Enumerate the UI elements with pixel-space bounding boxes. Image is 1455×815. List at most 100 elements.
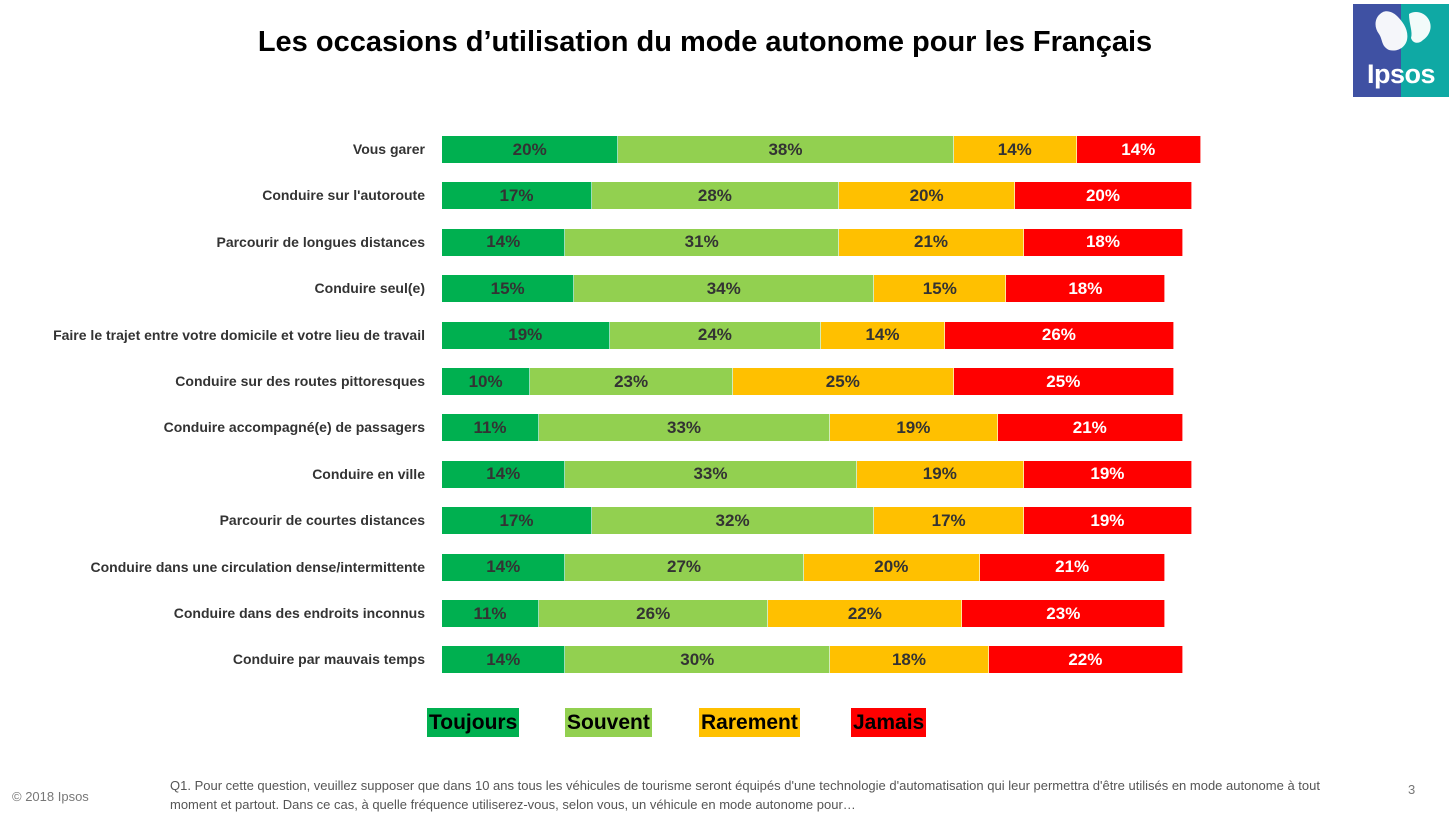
- data-label: 11%: [473, 603, 507, 623]
- data-label: 22%: [847, 603, 882, 623]
- category-label: Conduire seul(e): [314, 280, 425, 297]
- data-label: 14%: [997, 139, 1032, 159]
- legend-item-rarement: Rarement: [699, 708, 800, 737]
- data-label: 19%: [922, 464, 957, 484]
- bar-segment-jamais: 20%: [1015, 182, 1192, 210]
- bar-segment-souvent: 26%: [539, 600, 769, 627]
- bar-segment-rarement: 15%: [874, 275, 1007, 303]
- data-label: 20%: [512, 139, 547, 159]
- data-label: 33%: [693, 464, 728, 484]
- bar-segment-toujours: 17%: [442, 507, 592, 535]
- copyright: © 2018 Ipsos: [12, 789, 89, 804]
- category-label: Conduire sur l'autoroute: [262, 187, 425, 204]
- data-label: 14%: [486, 649, 521, 669]
- data-label: 14%: [486, 557, 521, 577]
- bar-segment-jamais: 19%: [1024, 460, 1192, 488]
- bar-segment-jamais: 19%: [1024, 507, 1192, 535]
- legend-item-souvent: Souvent: [565, 708, 652, 737]
- page-number: 3: [1408, 782, 1416, 797]
- data-label: 26%: [636, 603, 671, 623]
- data-label: 19%: [1090, 464, 1125, 484]
- data-label: 20%: [909, 185, 944, 205]
- data-label: 21%: [1072, 417, 1107, 437]
- bar-segment-souvent: 31%: [565, 228, 839, 256]
- bar-segment-toujours: 11%: [442, 600, 540, 627]
- bar-segment-souvent: 33%: [565, 460, 857, 488]
- bar-segment-jamais: 21%: [997, 414, 1183, 442]
- data-label: 21%: [913, 232, 949, 252]
- data-label: 23%: [614, 371, 649, 391]
- data-label: 27%: [667, 557, 702, 577]
- bar-segment-toujours: 19%: [442, 321, 610, 349]
- data-label: 11%: [473, 417, 507, 437]
- bar-segment-rarement: 14%: [953, 136, 1078, 163]
- bar-segment-toujours: 11%: [442, 414, 540, 442]
- data-label: 28%: [697, 185, 732, 205]
- legend-item-jamais: Jamais: [851, 708, 927, 737]
- bar-segment-souvent: 32%: [591, 507, 875, 535]
- category-label: Parcourir de courtes distances: [219, 512, 425, 529]
- bar-segment-jamais: 14%: [1077, 136, 1201, 163]
- bar-segment-souvent: 27%: [565, 553, 804, 581]
- data-label: 38%: [768, 139, 803, 159]
- category-label: Parcourir de longues distances: [216, 233, 425, 250]
- bar-segment-souvent: 38%: [618, 136, 954, 163]
- bar-segment-toujours: 14%: [442, 460, 566, 488]
- data-label: 20%: [874, 557, 909, 577]
- bar-segment-rarement: 20%: [838, 182, 1016, 210]
- bar-segment-jamais: 22%: [988, 646, 1183, 674]
- bar-segment-rarement: 22%: [768, 600, 963, 627]
- data-label: 20%: [1085, 185, 1120, 205]
- bar-segment-souvent: 24%: [609, 321, 822, 349]
- bar-segment-rarement: 19%: [830, 414, 998, 442]
- bar-segment-souvent: 23%: [530, 368, 734, 395]
- chart-legend: Toujours Souvent Rarement Jamais: [427, 708, 927, 737]
- data-label: 14%: [486, 232, 521, 252]
- bar-segment-souvent: 34%: [574, 275, 875, 303]
- question-footnote: Q1. Pour cette question, veuillez suppos…: [170, 778, 1320, 812]
- category-label: Faire le trajet entre votre domicile et …: [53, 326, 425, 343]
- bar-segment-rarement: 14%: [821, 321, 945, 349]
- bar-segment-souvent: 33%: [539, 414, 831, 442]
- bar-segment-toujours: 10%: [442, 368, 531, 395]
- data-label: 15%: [922, 278, 957, 298]
- data-label: 17%: [499, 510, 534, 530]
- data-label: 18%: [1085, 232, 1120, 252]
- data-label: 23%: [1046, 603, 1081, 623]
- data-label: 17%: [931, 510, 966, 530]
- bar-segment-jamais: 18%: [1006, 275, 1166, 303]
- bar-segment-toujours: 14%: [442, 553, 566, 581]
- data-label: 25%: [825, 371, 860, 391]
- data-label: 18%: [891, 649, 926, 669]
- bar-segment-rarement: 19%: [856, 460, 1025, 488]
- bar-segment-toujours: 14%: [442, 646, 566, 674]
- bar-segment-jamais: 23%: [962, 600, 1166, 627]
- data-label: 10%: [468, 371, 503, 391]
- data-label: 33%: [667, 417, 702, 437]
- category-label: Vous garer: [352, 141, 425, 157]
- bar-segment-toujours: 14%: [442, 228, 566, 256]
- data-label: 14%: [865, 325, 900, 345]
- stacked-bar-chart: Vous garer 20% 38% 14% 14% Conduire sur l'aut…: [53, 136, 1201, 674]
- logo-text: Ipsos: [1366, 59, 1436, 89]
- data-label: 24%: [697, 325, 732, 345]
- bar-segment-rarement: 20%: [803, 553, 980, 581]
- bar-segment-toujours: 20%: [442, 136, 619, 163]
- chart-title: Les occasions d’utilisation du mode auto…: [257, 26, 1153, 58]
- category-label: Conduire sur des routes pittoresques: [175, 373, 425, 389]
- category-label: Conduire dans une circulation dense/inte…: [90, 558, 426, 575]
- bar-segment-rarement: 18%: [830, 646, 989, 674]
- data-label: 26%: [1041, 325, 1076, 345]
- bar-segment-souvent: 28%: [591, 182, 839, 210]
- data-label: 15%: [490, 278, 525, 298]
- data-label: 17%: [499, 185, 534, 205]
- data-label: 32%: [715, 510, 750, 530]
- data-label: 34%: [706, 278, 741, 298]
- bar-segment-toujours: 15%: [442, 275, 575, 303]
- bar-segment-rarement: 21%: [838, 228, 1025, 256]
- legend-item-toujours: Toujours: [427, 708, 520, 737]
- data-label: 14%: [1121, 139, 1156, 159]
- bar-segment-jamais: 26%: [944, 321, 1175, 349]
- data-label: 19%: [1090, 510, 1125, 530]
- bar-segment-rarement: 25%: [733, 368, 954, 395]
